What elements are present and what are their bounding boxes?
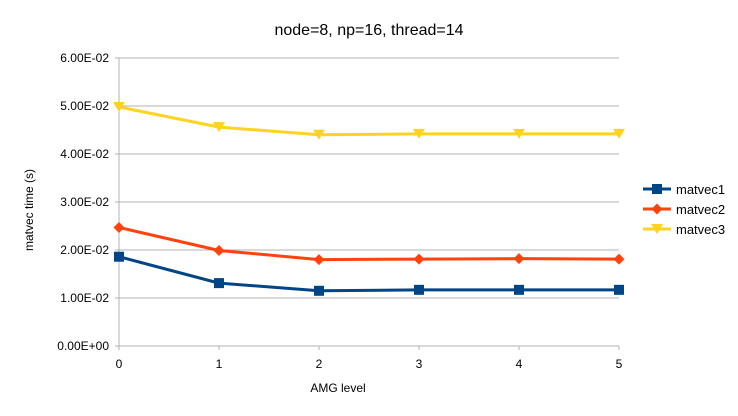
series-matvec2 (113, 221, 625, 266)
x-tick-label: 0 (116, 357, 123, 371)
axes (115, 57, 620, 350)
legend-marker (651, 203, 663, 215)
data-point (413, 253, 425, 265)
legend-label: matvec1 (676, 182, 725, 197)
y-tick-label: 4.00E-02 (60, 147, 109, 161)
series-line (118, 105, 619, 137)
data-point (613, 128, 625, 139)
data-point (513, 128, 525, 139)
data-point (614, 284, 624, 295)
x-tick-label: 2 (316, 357, 323, 371)
series-matvec3 (113, 101, 625, 140)
x-axis-label: AMG level (310, 381, 365, 395)
legend-label: matvec3 (676, 222, 725, 237)
y-axis-label: matvec time (s) (22, 169, 36, 251)
y-tick-label: 5.00E-02 (60, 99, 109, 113)
legend: matvec1 matvec2 matvec3 (643, 182, 725, 237)
x-tick-label: 5 (616, 357, 623, 371)
legend-item-matvec3: matvec3 (643, 222, 725, 237)
legend-label: matvec2 (676, 202, 725, 217)
data-point (414, 284, 424, 295)
legend-marker (651, 224, 663, 234)
legend-item-matvec2: matvec2 (643, 202, 725, 217)
data-point (514, 284, 524, 295)
series-group (113, 101, 625, 296)
series-line (118, 255, 619, 293)
legend-item-matvec1: matvec1 (643, 182, 725, 197)
data-point (114, 251, 124, 262)
y-tick-label: 0.00E+00 (57, 339, 109, 353)
data-point (313, 129, 325, 140)
x-tick-label: 3 (416, 357, 423, 371)
data-point (513, 253, 525, 265)
tick-labels: 0.00E+00 1.00E-02 2.00E-02 3.00E-02 4.00E-02… (57, 51, 622, 371)
y-tick-label: 6.00E-02 (60, 51, 109, 65)
data-point (113, 101, 125, 112)
legend-marker (652, 184, 662, 194)
data-point (313, 254, 325, 266)
y-tick-label: 1.00E-02 (60, 291, 109, 305)
data-point (213, 244, 225, 256)
data-point (314, 285, 324, 296)
x-tick-label: 1 (216, 357, 223, 371)
data-point (214, 278, 224, 289)
data-point (113, 221, 125, 233)
x-tick-label: 4 (516, 357, 523, 371)
grid (119, 57, 619, 299)
data-point (213, 122, 225, 133)
series-line (118, 225, 620, 262)
y-tick-label: 3.00E-02 (60, 195, 109, 209)
chart-title: node=8, np=16, thread=14 (274, 22, 463, 39)
y-tick-label: 2.00E-02 (60, 243, 109, 257)
data-point (613, 253, 625, 265)
series-matvec1 (114, 251, 624, 296)
data-point (413, 128, 425, 139)
